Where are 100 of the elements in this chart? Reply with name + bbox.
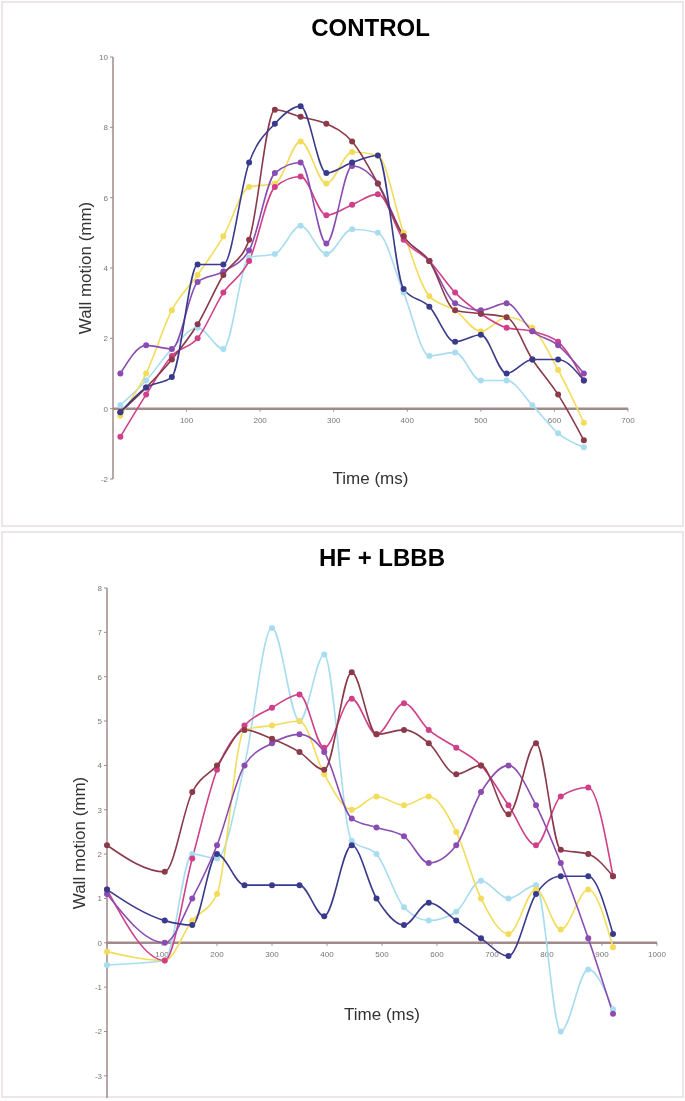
point	[189, 895, 196, 902]
point	[296, 731, 303, 738]
point	[321, 651, 328, 658]
x-tick-label: 900	[595, 949, 610, 959]
point	[529, 402, 536, 409]
point	[401, 922, 407, 929]
point	[271, 120, 278, 127]
point	[555, 356, 562, 363]
point	[143, 342, 150, 349]
y-tick-label: 2	[103, 334, 109, 344]
point	[214, 851, 220, 858]
y-tick-label: 8	[97, 584, 103, 593]
point	[297, 173, 304, 180]
point	[425, 859, 432, 866]
x-axis-title: Time (ms)	[344, 1005, 420, 1024]
point	[425, 917, 432, 924]
point	[321, 913, 328, 920]
point	[580, 370, 587, 377]
point	[425, 740, 432, 747]
point	[555, 366, 562, 373]
point	[505, 802, 512, 809]
point	[349, 148, 356, 155]
point	[401, 833, 407, 840]
point	[246, 159, 253, 166]
point	[269, 735, 275, 742]
point	[478, 895, 484, 902]
point	[555, 391, 562, 398]
point	[323, 170, 330, 177]
point	[580, 437, 587, 444]
point	[161, 939, 168, 946]
point	[220, 261, 227, 268]
x-tick-label: 300	[327, 415, 341, 425]
point	[214, 842, 220, 849]
point	[374, 191, 381, 198]
point	[269, 882, 275, 889]
point	[533, 842, 539, 849]
point	[401, 802, 407, 809]
y-axis-title: Wall motion (mm)	[76, 201, 95, 335]
y-tick-label: 8	[103, 123, 109, 133]
point	[161, 917, 168, 924]
point	[533, 802, 539, 809]
point	[220, 345, 227, 352]
point	[505, 895, 512, 902]
point	[477, 377, 484, 384]
point	[373, 851, 380, 858]
point	[189, 922, 196, 929]
point	[297, 159, 304, 166]
point	[348, 669, 355, 676]
chart-title: CONTROL	[311, 14, 430, 41]
point	[348, 842, 355, 849]
point	[104, 842, 110, 849]
y-tick-label: 6	[97, 672, 103, 682]
point	[349, 201, 356, 208]
point	[373, 793, 380, 800]
y-tick-label: 10	[99, 53, 109, 62]
y-tick-label: 5	[97, 717, 103, 727]
point	[585, 966, 592, 973]
point	[503, 324, 510, 331]
point	[269, 704, 275, 711]
y-axis-title: Wall motion (mm)	[70, 776, 89, 910]
point	[401, 726, 407, 733]
point	[117, 370, 124, 377]
point	[452, 349, 459, 356]
x-tick-label: 800	[540, 949, 555, 959]
x-tick-label: 400	[320, 949, 335, 959]
x-tick-label: 100	[155, 949, 170, 959]
point	[453, 917, 460, 924]
point	[117, 433, 124, 440]
point	[269, 722, 275, 729]
y-tick-label: -1	[94, 983, 103, 993]
x-tick-label: 700	[485, 949, 500, 959]
point	[143, 377, 150, 384]
point	[503, 300, 510, 307]
point	[348, 815, 355, 822]
point	[555, 342, 562, 349]
point	[533, 891, 539, 897]
point	[349, 226, 356, 233]
point	[241, 882, 248, 889]
point	[214, 891, 220, 897]
point	[610, 944, 616, 951]
point	[453, 771, 460, 778]
point	[117, 402, 124, 409]
point	[453, 744, 460, 751]
point	[478, 877, 484, 884]
point	[373, 824, 380, 831]
point	[555, 430, 562, 437]
point	[533, 882, 539, 889]
point	[557, 873, 564, 880]
point	[452, 338, 459, 345]
point	[585, 784, 592, 791]
point	[296, 749, 303, 756]
point	[580, 444, 587, 451]
point	[246, 184, 253, 191]
point	[557, 859, 564, 866]
point	[214, 762, 220, 769]
point	[503, 370, 510, 377]
point	[401, 700, 407, 707]
point	[426, 293, 433, 300]
point	[323, 120, 330, 127]
point	[189, 855, 196, 862]
